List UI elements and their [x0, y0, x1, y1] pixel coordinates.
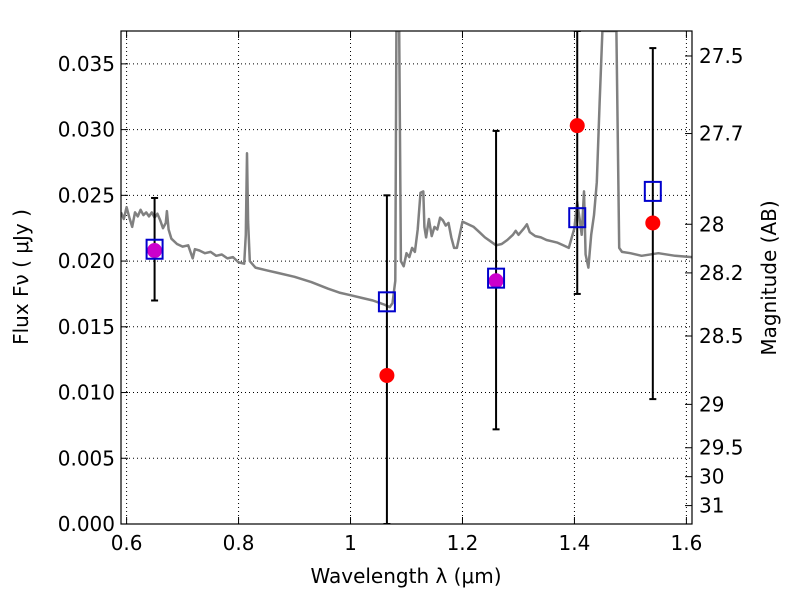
model-point — [568, 207, 587, 229]
x-axis-label: Wavelength λ (μm) — [310, 564, 501, 588]
y-tick-label: 0.010 — [58, 381, 115, 405]
x-tick-label: 1 — [344, 531, 357, 555]
right-tick-label: 27.5 — [699, 44, 744, 68]
y-tick-label: 0.000 — [58, 512, 115, 536]
y-axis-label: Flux Fν ( μJy ) — [9, 209, 33, 345]
grid-layer — [121, 31, 692, 525]
spectrum-layer — [121, 31, 692, 309]
y-tick-label: 0.030 — [58, 118, 115, 142]
model-point — [487, 267, 506, 289]
right-tick-label: 31 — [699, 494, 724, 518]
y-tick-label: 0.035 — [58, 52, 115, 76]
right-tick-label: 28.2 — [699, 261, 744, 285]
y-tick-label: 0.015 — [58, 315, 115, 339]
spectrum-line — [121, 31, 692, 309]
right-axis-label: Magnitude (AB) — [757, 200, 781, 355]
observed-point — [569, 118, 585, 134]
right-tick-label: 29.5 — [699, 436, 744, 460]
tick-layer: 0.6 0.8 1 1.2 1.4 1.6 0.000 0.005 0.010 0.015 0.02… — [58, 31, 744, 555]
errorbar-layer — [151, 31, 657, 524]
x-tick-label: 0.6 — [111, 531, 143, 555]
y-tick-label: 0.020 — [58, 249, 115, 273]
x-tick-label: 0.8 — [223, 531, 255, 555]
x-tick-label: 1.2 — [447, 531, 479, 555]
x-tick-label: 1.6 — [670, 531, 702, 555]
x-tick-label: 1.4 — [559, 531, 591, 555]
y-tick-label: 0.005 — [58, 446, 115, 470]
plot-frame — [120, 30, 693, 525]
observed-point — [379, 367, 395, 383]
right-tick-label: 30 — [699, 465, 724, 489]
y-tick-label: 0.025 — [58, 183, 115, 207]
observed-point — [645, 215, 661, 231]
right-tick-label: 29 — [699, 392, 724, 416]
model-point — [643, 180, 662, 202]
right-tick-label: 27.7 — [699, 122, 744, 146]
right-tick-label: 28 — [699, 212, 724, 236]
marker-layer — [145, 118, 662, 383]
observed-point — [147, 243, 163, 259]
right-tick-label: 28.5 — [699, 324, 744, 348]
model-point — [377, 291, 396, 313]
model-point — [145, 238, 164, 260]
observed-point — [488, 273, 504, 289]
